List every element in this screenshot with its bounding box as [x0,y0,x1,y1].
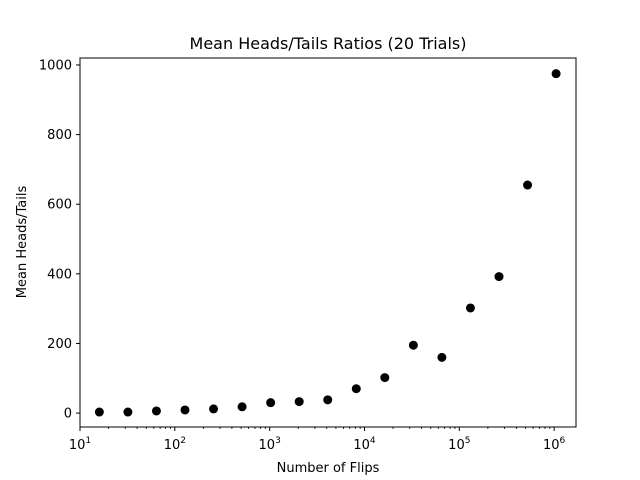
data-point [494,272,504,282]
y-axis-label: Mean Heads/Tails [15,186,30,299]
x-tick-label: 102 [164,436,186,453]
data-point [323,395,333,405]
data-point [266,398,276,408]
x-tick-label: 103 [259,436,281,453]
x-tick-label-exponent: 1 [85,436,91,446]
data-point [209,404,219,414]
x-tick-label-base: 10 [543,438,560,453]
x-tick-label-exponent: 4 [370,436,376,446]
y-tick-label: 400 [47,267,72,282]
x-tick-label: 105 [448,436,470,453]
x-tick-label-exponent: 6 [560,436,566,446]
x-tick-label-base: 10 [353,438,370,453]
data-point [351,384,361,394]
data-point [151,406,161,416]
data-point [523,180,533,190]
y-axis: 0 200 400 600 800 1000 [39,58,80,422]
x-tick-label: 104 [353,436,376,453]
data-point [237,402,247,412]
x-tick-label: 106 [543,436,566,453]
y-tick-label: 600 [47,198,72,213]
data-point [465,303,475,313]
y-tick-label: 800 [47,128,72,143]
x-tick-label-base: 10 [259,438,276,453]
x-tick-label: 101 [69,436,91,453]
data-point [437,352,447,362]
x-tick-label-base: 10 [69,438,86,453]
chart-title: Mean Heads/Tails Ratios (20 Trials) [190,34,467,53]
x-tick-label-base: 10 [164,438,181,453]
x-axis: 101 102 103 104 105 106 [69,427,566,453]
x-tick-label-base: 10 [448,438,465,453]
data-point [294,397,304,407]
y-tick-label: 0 [64,407,72,422]
data-point [408,340,418,350]
y-tick-label: 200 [47,337,72,352]
y-tick-label: 1000 [39,58,72,73]
x-axis-label: Number of Flips [277,461,380,476]
data-points [94,69,561,417]
plot-area [79,57,577,428]
x-tick-label-exponent: 2 [180,436,186,446]
x-tick-label-exponent: 5 [465,436,471,446]
data-point [551,69,561,79]
x-tick-label-exponent: 3 [275,436,281,446]
data-point [380,373,390,383]
data-point [180,405,190,415]
data-point [123,407,133,417]
data-point [94,407,104,417]
